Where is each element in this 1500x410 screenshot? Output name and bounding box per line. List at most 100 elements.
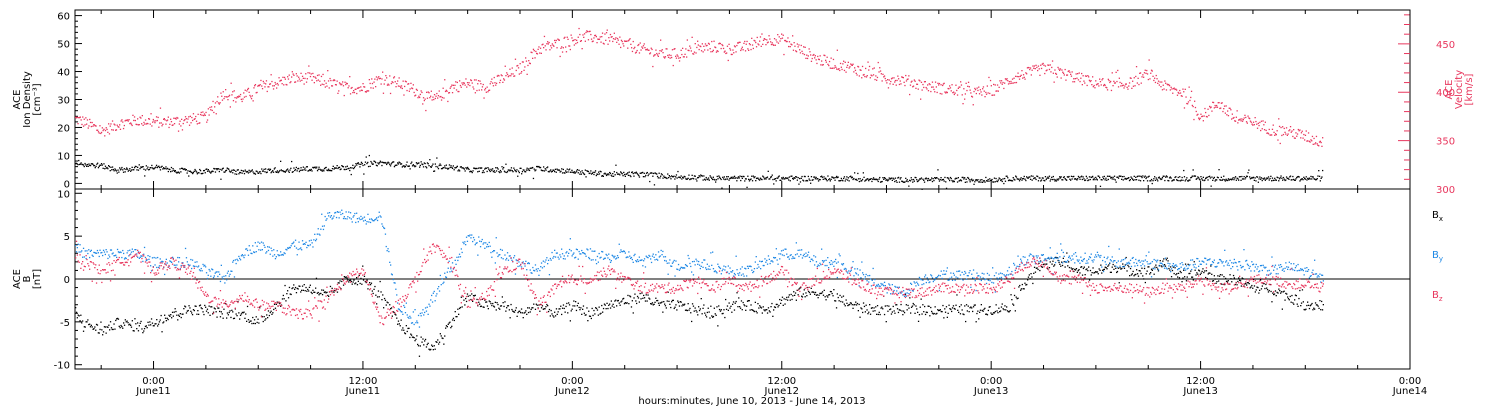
data-point (1204, 179, 1206, 181)
data-point (195, 120, 198, 122)
data-point (1088, 266, 1090, 268)
data-point (1227, 280, 1229, 282)
data-point (821, 175, 823, 177)
data-point (634, 293, 636, 295)
data-point (816, 62, 818, 65)
data-point (1274, 134, 1276, 136)
data-point (277, 254, 279, 256)
data-point (400, 87, 402, 89)
data-point (696, 180, 698, 182)
data-point (228, 94, 231, 96)
data-point (444, 167, 447, 169)
data-point (1095, 176, 1097, 179)
data-point (207, 169, 209, 171)
data-point (1080, 266, 1082, 268)
data-point (961, 176, 963, 179)
data-point (967, 81, 970, 83)
data-point (551, 170, 553, 172)
data-point (962, 313, 964, 315)
data-point (865, 304, 867, 306)
data-point (1319, 180, 1321, 182)
data-point (705, 45, 707, 47)
data-point (1211, 280, 1214, 282)
data-point (796, 43, 798, 45)
data-point (517, 311, 519, 314)
data-point (1106, 179, 1108, 181)
data-point (431, 99, 433, 101)
data-point (1088, 279, 1091, 281)
data-point (1318, 170, 1320, 172)
data-point (488, 89, 491, 91)
data-point (1303, 308, 1305, 311)
data-point (230, 171, 232, 173)
data-point (806, 57, 809, 60)
data-point (1300, 137, 1302, 139)
data-point (1174, 267, 1176, 269)
data-point (1259, 279, 1262, 281)
data-point (142, 124, 144, 126)
data-point (251, 95, 253, 97)
data-point (846, 302, 848, 304)
data-point (976, 180, 978, 182)
data-point (923, 311, 925, 313)
data-point (349, 167, 352, 169)
data-point (221, 313, 223, 315)
data-point (269, 169, 271, 171)
data-point (486, 305, 489, 307)
data-point (1100, 179, 1102, 181)
data-point (896, 79, 898, 82)
data-point (310, 168, 312, 171)
data-point (259, 242, 261, 244)
data-point (1008, 311, 1010, 313)
data-point (389, 165, 392, 167)
data-point (327, 169, 329, 172)
data-point (540, 303, 542, 306)
data-point (247, 88, 249, 91)
data-point (1293, 178, 1295, 181)
data-point (267, 86, 269, 88)
data-point (1241, 178, 1244, 180)
data-point (695, 309, 697, 312)
data-point (1084, 179, 1086, 182)
data-point (109, 256, 111, 258)
data-point (740, 179, 742, 182)
data-point (442, 337, 444, 340)
data-point (182, 262, 184, 264)
data-point (484, 89, 486, 91)
data-point (1140, 82, 1142, 84)
data-point (352, 281, 354, 283)
data-point (1256, 176, 1259, 178)
data-point (359, 90, 361, 92)
data-point (822, 178, 824, 180)
data-point (809, 179, 811, 181)
data-point (438, 164, 440, 167)
data-point (982, 310, 984, 312)
data-point (565, 46, 567, 48)
data-point (257, 241, 259, 243)
data-point (669, 303, 671, 305)
data-point (1203, 179, 1205, 182)
data-point (296, 75, 298, 77)
data-point (155, 164, 158, 166)
data-point (895, 84, 897, 86)
data-point (459, 170, 461, 172)
data-point (1214, 104, 1216, 107)
data-point (521, 71, 523, 73)
data-point (1244, 114, 1246, 116)
data-point (524, 66, 526, 68)
data-point (1127, 264, 1129, 267)
data-point (173, 311, 175, 313)
data-point (904, 84, 906, 87)
data-point (280, 251, 282, 253)
data-point (440, 335, 442, 337)
data-point (951, 310, 953, 313)
data-point (406, 89, 408, 92)
data-point (116, 172, 118, 174)
data-point (927, 90, 930, 92)
data-point (391, 81, 393, 83)
data-point (987, 92, 989, 94)
data-point (957, 309, 959, 311)
data-point (1281, 308, 1283, 310)
data-point (263, 168, 265, 170)
data-point (521, 312, 523, 314)
